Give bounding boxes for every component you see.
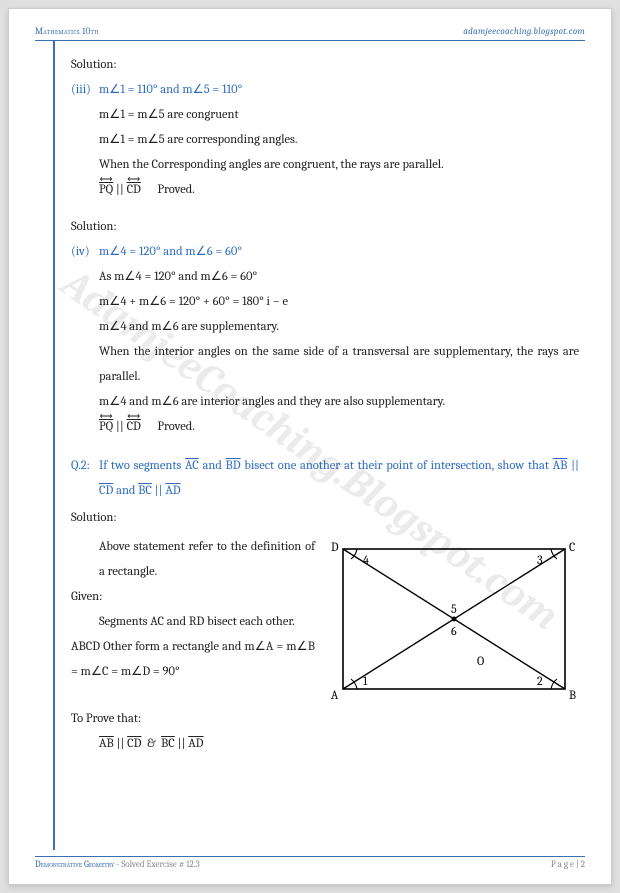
page: Mathematics 10th adamjeecoaching.blogspo… [8,8,612,885]
lbl-B: B [569,688,576,702]
q2-given: Given: [71,585,315,610]
q2-p3: ABCD Other form a rectangle and m∠A = m∠… [71,635,315,685]
lbl-5: 5 [451,602,457,616]
solution-label-2: Solution: [71,215,579,240]
iii-l4: ⟷PQ || ⟷CD Proved. [99,178,579,203]
lbl-A: A [331,688,339,702]
q2-p1: Above statement refer to the definition … [71,535,315,585]
lbl-O: O [477,654,484,668]
lbl-3: 3 [537,553,543,567]
q2-tp: To Prove that: [71,707,579,732]
lbl-6: 6 [451,624,457,638]
q2-body: Above statement refer to the definition … [71,535,579,707]
content: AdamjeeCoaching.Blogspot.com Solution: (… [35,43,585,856]
num-iv: (iv) [71,240,99,265]
lbl-1: 1 [363,674,368,688]
lbl-4: 4 [363,553,369,567]
figure: D C A B O 4 3 1 2 5 6 [327,535,579,707]
num-iii: (iii) [71,78,99,103]
prob-iii: m∠1 = 110° and m∠5 = 110° [99,83,242,97]
header-left: Mathematics 10th [35,27,99,37]
iii-l2: m∠1 = m∠5 are corresponding angles. [99,128,579,153]
header: Mathematics 10th adamjeecoaching.blogspo… [35,27,585,41]
iv-l1: As m∠4 = 120° and m∠6 = 60° [99,265,579,290]
iii-l3: When the Corresponding angles are congru… [99,153,579,178]
header-right: adamjeecoaching.blogspot.com [463,27,585,37]
footer-page: P a g e | 2 [551,860,585,870]
q2-text-col: Above statement refer to the definition … [71,535,315,707]
iv-l2: m∠4 + m∠6 = 120° + 60° = 180° i − e [99,290,579,315]
solution-label: Solution: [71,53,579,78]
rect-diagram: D C A B O 4 3 1 2 5 6 [327,535,579,707]
footer-left: Demonstrative Geometry - Solved Exercise… [35,860,200,870]
lbl-D: D [331,540,339,554]
lbl-2: 2 [537,674,543,688]
q2-num: Q.2: [71,454,99,479]
iv-l4: When the interior angles on the same sid… [99,340,579,390]
q2-prove: AB || CD & BC || AD [71,732,579,757]
iv-l6: ⟷PQ || ⟷CD Proved. [99,415,579,440]
iv-l5: m∠4 and m∠6 are interior angles and they… [99,390,579,415]
iv-l3: m∠4 and m∠6 are supplementary. [99,315,579,340]
footer: Demonstrative Geometry - Solved Exercise… [35,856,585,870]
q2-p2: Segments AC and RD bisect each other. [71,610,315,635]
iii-l1: m∠1 = m∠5 are congruent [99,103,579,128]
lbl-C: C [569,540,575,554]
part-iii: (iii)m∠1 = 110° and m∠5 = 110° m∠1 = m∠5… [71,78,579,203]
q2: Q.2:If two segments AC and BD bisect one… [71,454,579,504]
prob-iv: m∠4 = 120° and m∠6 = 60° [99,245,242,259]
part-iv: (iv)m∠4 = 120° and m∠6 = 60° As m∠4 = 12… [71,240,579,440]
q2-sol: Solution: [71,506,579,531]
